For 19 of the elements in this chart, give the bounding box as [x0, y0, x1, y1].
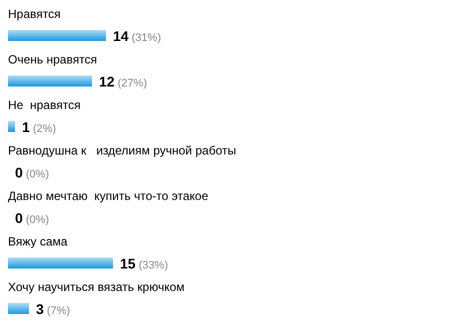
y-tick-label: Равнодушна к изделиям ручной работы: [8, 144, 236, 158]
data-label: 14 (31%): [113, 28, 161, 44]
data-label: 15 (33%): [120, 256, 168, 272]
bar: [8, 30, 106, 41]
data-label: 1 (2%): [22, 119, 56, 135]
y-tick-label: Хочу научиться вязать крючком: [8, 280, 185, 294]
y-tick-label: Очень нравятся: [8, 52, 98, 66]
data-label: 0 (0%): [15, 164, 50, 180]
y-tick-label: Нравятся: [8, 7, 61, 21]
bar: [8, 121, 15, 132]
y-tick-label: Не нравятся: [8, 98, 81, 112]
bar: [8, 76, 92, 86]
bar: [8, 303, 29, 314]
data-label: 0 (0%): [15, 210, 50, 226]
y-tick-label: Вяжу сама: [8, 234, 68, 248]
data-label: 3 (7%): [36, 301, 70, 317]
data-label: 12 (27%): [99, 74, 147, 90]
y-tick-label: Давно мечтаю купить что-то этакое: [8, 189, 209, 203]
bar: [8, 258, 113, 268]
